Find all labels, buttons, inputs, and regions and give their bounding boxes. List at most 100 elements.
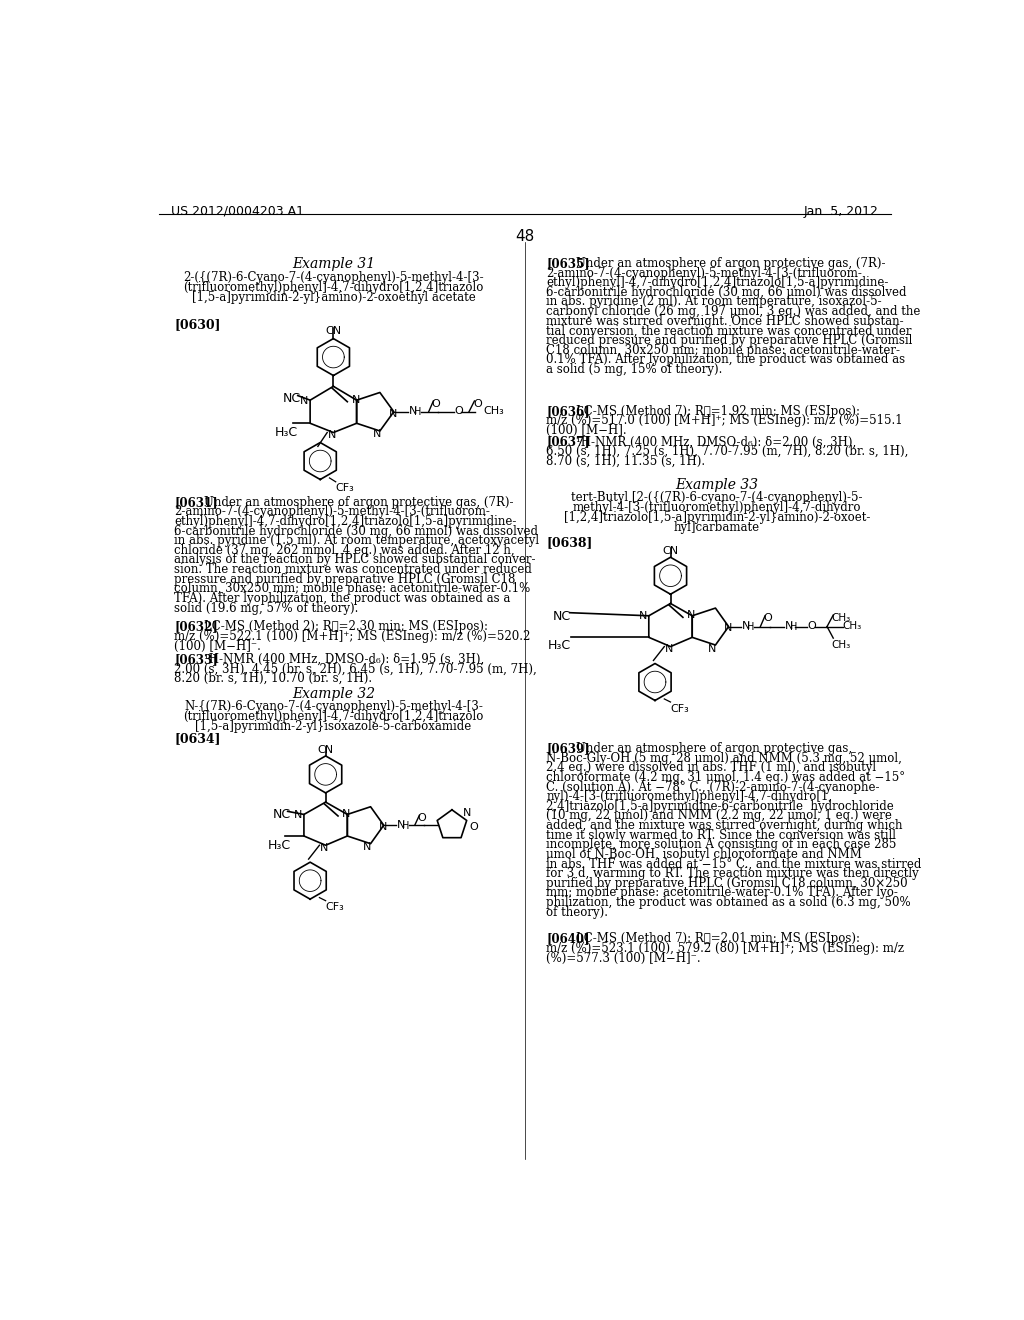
Text: O: O — [418, 813, 427, 822]
Text: (100) [M−H].: (100) [M−H]. — [547, 424, 627, 437]
Text: [1,5-a]pyrimidin-2-yl}isoxazole-5-carboxamide: [1,5-a]pyrimidin-2-yl}isoxazole-5-carbox… — [196, 719, 471, 733]
Text: 2-amino-7-(4-cyanophenyl)-5-methyl-4-[3-(trifluorom-: 2-amino-7-(4-cyanophenyl)-5-methyl-4-[3-… — [174, 506, 490, 519]
Text: N: N — [300, 396, 308, 405]
Text: NC: NC — [283, 392, 301, 405]
Text: Example 32: Example 32 — [292, 686, 375, 701]
Text: (%)=577.3 (100) [M−H]⁻.: (%)=577.3 (100) [M−H]⁻. — [547, 952, 701, 965]
Text: H: H — [414, 407, 421, 417]
Text: ¹H-NMR (400 MHz, DMSO-d₆): δ=1.95 (s, 3H),: ¹H-NMR (400 MHz, DMSO-d₆): δ=1.95 (s, 3H… — [204, 653, 484, 665]
Text: CF₃: CF₃ — [671, 704, 689, 714]
Text: [0640]: [0640] — [547, 932, 590, 945]
Text: Example 31: Example 31 — [292, 257, 375, 271]
Text: N: N — [373, 429, 381, 440]
Text: mixture was stirred overnight. Once HPLC showed substan-: mixture was stirred overnight. Once HPLC… — [547, 314, 904, 327]
Text: methyl-4-[3-(trifluoromethyl)phenyl]-4,7-dihydro: methyl-4-[3-(trifluoromethyl)phenyl]-4,7… — [572, 502, 861, 513]
Text: CF₃: CF₃ — [326, 903, 344, 912]
Text: hyl]carbamate: hyl]carbamate — [674, 521, 760, 535]
Text: tial conversion, the reaction mixture was concentrated under: tial conversion, the reaction mixture wa… — [547, 325, 912, 338]
Text: 2-amino-7-(4-cyanophenyl)-5-methyl-4-[3-(trifluorom-: 2-amino-7-(4-cyanophenyl)-5-methyl-4-[3-… — [547, 267, 862, 280]
Text: C18 column, 30x250 mm; mobile phase: acetonitrile-water-: C18 column, 30x250 mm; mobile phase: ace… — [547, 343, 900, 356]
Text: N: N — [665, 644, 673, 655]
Text: N: N — [709, 644, 717, 653]
Text: (trifluoromethyl)phenyl]-4,7-dihydro[1,2,4]triazolo: (trifluoromethyl)phenyl]-4,7-dihydro[1,2… — [183, 281, 483, 294]
Text: LC-MS (Method 7): R₟=2.01 min; MS (ESIpos):: LC-MS (Method 7): R₟=2.01 min; MS (ESIpo… — [575, 932, 860, 945]
Text: added, and the mixture was stirred overnight, during which: added, and the mixture was stirred overn… — [547, 818, 903, 832]
Text: CH₃: CH₃ — [831, 640, 851, 651]
Text: 2,4]triazolo[1,5-a]pyrimidine-6-carbonitrile  hydrochloride: 2,4]triazolo[1,5-a]pyrimidine-6-carbonit… — [547, 800, 894, 813]
Text: LC-MS (Method 7): R₟=1.92 min; MS (ESIpos):: LC-MS (Method 7): R₟=1.92 min; MS (ESIpo… — [575, 405, 860, 418]
Text: Under an atmosphere of argon protective gas, (7R)-: Under an atmosphere of argon protective … — [204, 496, 513, 508]
Text: CN: CN — [663, 546, 679, 557]
Text: N: N — [639, 611, 647, 622]
Text: chloride (37 mg, 262 mmol, 4 eq.) was added. After 12 h,: chloride (37 mg, 262 mmol, 4 eq.) was ad… — [174, 544, 515, 557]
Text: for 3 d, warming to RT. The reaction mixture was then directly: for 3 d, warming to RT. The reaction mix… — [547, 867, 920, 880]
Text: CF₃: CF₃ — [336, 483, 354, 494]
Text: (trifluoromethyl)phenyl]-4,7-dihydro[1,2,4]triazolo: (trifluoromethyl)phenyl]-4,7-dihydro[1,2… — [183, 710, 483, 723]
Text: (10 mg, 22 μmol) and NMM (2.2 mg, 22 μmol, 1 eq.) were: (10 mg, 22 μmol) and NMM (2.2 mg, 22 μmo… — [547, 809, 892, 822]
Text: in abs. THF was added at −15° C., and the mixture was stirred: in abs. THF was added at −15° C., and th… — [547, 858, 922, 871]
Text: N: N — [351, 395, 360, 405]
Text: philization, the product was obtained as a solid (6.3 mg, 50%: philization, the product was obtained as… — [547, 896, 911, 909]
Text: in abs. pyridine (2 ml). At room temperature, isoxazol-5-: in abs. pyridine (2 ml). At room tempera… — [547, 296, 882, 309]
Text: CN: CN — [317, 744, 334, 755]
Text: m/z (%)=522.1 (100) [M+H]⁺; MS (ESIneg): m/z (%)=520.2: m/z (%)=522.1 (100) [M+H]⁺; MS (ESIneg):… — [174, 630, 530, 643]
Text: 8.70 (s, 1H), 11.35 (s, 1H).: 8.70 (s, 1H), 11.35 (s, 1H). — [547, 455, 706, 467]
Text: CH₃: CH₃ — [843, 622, 862, 631]
Text: NC: NC — [273, 808, 291, 821]
Text: N-{(7R)-6-Cyano-7-(4-cyanophenyl)-5-methyl-4-[3-: N-{(7R)-6-Cyano-7-(4-cyanophenyl)-5-meth… — [184, 700, 482, 713]
Text: 6.50 (s, 1H), 7.25 (s, 1H), 7.70-7.95 (m, 7H), 8.20 (br. s, 1H),: 6.50 (s, 1H), 7.25 (s, 1H), 7.70-7.95 (m… — [547, 445, 909, 458]
Text: N: N — [724, 623, 732, 634]
Text: chloroformate (4.2 mg, 31 μmol, 1.4 eq.) was added at −15°: chloroformate (4.2 mg, 31 μmol, 1.4 eq.)… — [547, 771, 905, 784]
Text: [0636]: [0636] — [547, 405, 590, 418]
Text: [0634]: [0634] — [174, 733, 221, 744]
Text: m/z (%)=523.1 (100), 579.2 (80) [M+H]⁺; MS (ESIneg): m/z: m/z (%)=523.1 (100), 579.2 (80) [M+H]⁺; … — [547, 942, 904, 954]
Text: O: O — [808, 622, 816, 631]
Text: [0638]: [0638] — [547, 536, 593, 549]
Text: analysis of the reaction by HPLC showed substantial conver-: analysis of the reaction by HPLC showed … — [174, 553, 536, 566]
Text: N: N — [397, 820, 406, 830]
Text: [0632]: [0632] — [174, 620, 218, 634]
Text: N: N — [687, 610, 695, 620]
Text: N: N — [741, 622, 751, 631]
Text: TFA). After lyophilization, the product was obtained as a: TFA). After lyophilization, the product … — [174, 591, 511, 605]
Text: incomplete, more solution A consisting of in each case 285: incomplete, more solution A consisting o… — [547, 838, 897, 851]
Text: [0631]: [0631] — [174, 496, 218, 508]
Text: O: O — [432, 399, 440, 409]
Text: tert-Butyl [2-({(7R)-6-cyano-7-(4-cyanophenyl)-5-: tert-Butyl [2-({(7R)-6-cyano-7-(4-cyanop… — [571, 491, 863, 504]
Text: in abs. pyridine (1.5 ml). At room temperature, acetoxyacetyl: in abs. pyridine (1.5 ml). At room tempe… — [174, 535, 540, 548]
Text: H: H — [748, 622, 755, 632]
Text: O: O — [764, 614, 772, 623]
Text: [0639]: [0639] — [547, 742, 590, 755]
Text: CH₃: CH₃ — [831, 612, 851, 623]
Text: O: O — [455, 407, 463, 416]
Text: 2.00 (s, 3H), 4.45 (br. s, 2H), 6.45 (s, 1H), 7.70-7.95 (m, 7H),: 2.00 (s, 3H), 4.45 (br. s, 2H), 6.45 (s,… — [174, 663, 538, 676]
Text: N: N — [319, 843, 329, 853]
Text: [1,5-a]pyrimidin-2-yl}amino)-2-oxoethyl acetate: [1,5-a]pyrimidin-2-yl}amino)-2-oxoethyl … — [191, 290, 475, 304]
Text: NC: NC — [553, 610, 570, 623]
Text: N: N — [389, 409, 397, 418]
Text: solid (19.6 mg, 57% of theory).: solid (19.6 mg, 57% of theory). — [174, 602, 358, 615]
Text: N: N — [784, 622, 793, 631]
Text: C. (solution A). At −78° C., (7R)-2-amino-7-(4-cyanophe-: C. (solution A). At −78° C., (7R)-2-amin… — [547, 780, 880, 793]
Text: ethyl)phenyl]-4,7-dihydro[1,2,4]triazolo[1,5-a]pyrimidine-: ethyl)phenyl]-4,7-dihydro[1,2,4]triazolo… — [174, 515, 517, 528]
Text: [0633]: [0633] — [174, 653, 218, 665]
Text: column, 30x250 mm; mobile phase: acetonitrile-water-0.1%: column, 30x250 mm; mobile phase: acetoni… — [174, 582, 530, 595]
Text: Under an atmosphere of argon protective gas,: Under an atmosphere of argon protective … — [575, 742, 852, 755]
Text: N: N — [364, 842, 372, 853]
Text: pressure and purified by preparative HPLC (Gromsil C18: pressure and purified by preparative HPL… — [174, 573, 516, 586]
Text: [1,2,4]triazolo[1,5-a]pyrimidin-2-yl}amino)-2-oxoet-: [1,2,4]triazolo[1,5-a]pyrimidin-2-yl}ami… — [564, 511, 870, 524]
Text: H₃C: H₃C — [548, 639, 571, 652]
Text: H₃C: H₃C — [267, 840, 291, 853]
Text: time it slowly warmed to RT. Since the conversion was still: time it slowly warmed to RT. Since the c… — [547, 829, 896, 842]
Text: μmol of N-Boc-OH, isobutyl chloroformate and NMM: μmol of N-Boc-OH, isobutyl chloroformate… — [547, 847, 862, 861]
Text: purified by preparative HPLC (Gromsil C18 column, 30×250: purified by preparative HPLC (Gromsil C1… — [547, 876, 908, 890]
Text: N: N — [342, 809, 351, 818]
Text: N-Boc-Gly-OH (5 mg, 28 μmol) and NMM (5.3 mg, 52 μmol,: N-Boc-Gly-OH (5 mg, 28 μmol) and NMM (5.… — [547, 751, 902, 764]
Text: H: H — [790, 622, 798, 632]
Text: N: N — [463, 808, 471, 818]
Text: ¹H-NMR (400 MHz, DMSO-d₆): δ=2.00 (s, 3H),: ¹H-NMR (400 MHz, DMSO-d₆): δ=2.00 (s, 3H… — [575, 436, 856, 449]
Text: [0630]: [0630] — [174, 318, 221, 331]
Text: N: N — [294, 810, 302, 820]
Text: ethyl)phenyl]-4,7-dihydro[1,2,4]triazolo[1,5-a]pyrimidine-: ethyl)phenyl]-4,7-dihydro[1,2,4]triazolo… — [547, 276, 889, 289]
Text: a solid (5 mg, 15% of theory).: a solid (5 mg, 15% of theory). — [547, 363, 723, 376]
